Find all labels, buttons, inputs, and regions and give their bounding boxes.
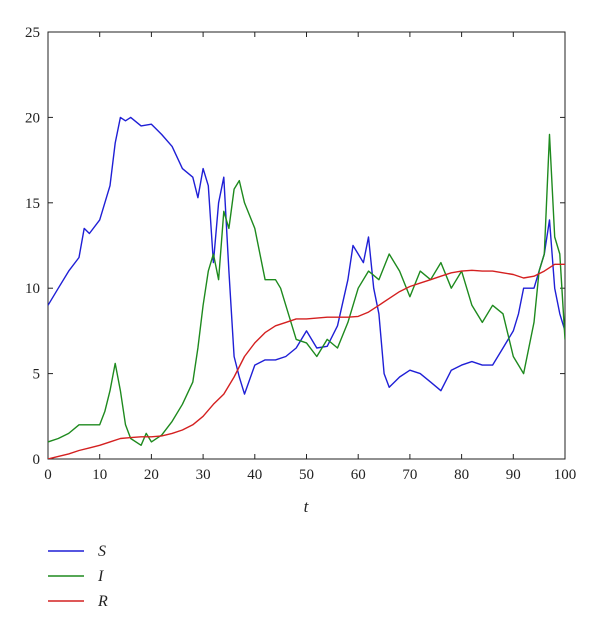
x-tick-labels: 0 10 20 30 40 50 60 70 80 90 100 <box>44 467 576 483</box>
legend-label-S: S <box>98 543 106 560</box>
x-tick-label: 0 <box>44 467 52 483</box>
y-tick-label: 10 <box>25 281 40 297</box>
series-line-I <box>48 133 565 446</box>
series-layer <box>48 116 565 459</box>
legend-label-R: R <box>97 593 108 610</box>
tick-marks <box>47 31 566 460</box>
series-line-R <box>48 263 565 459</box>
x-axis-label: t <box>304 497 310 516</box>
x-tick-label: 70 <box>402 467 417 483</box>
y-tick-label: 5 <box>33 367 41 383</box>
legend-label-I: I <box>97 568 104 585</box>
legend: SIR <box>48 543 108 610</box>
x-tick-label: 50 <box>299 467 314 483</box>
y-tick-label: 0 <box>33 452 41 468</box>
series-line-S <box>48 116 565 395</box>
y-tick-labels: 0 5 10 15 20 25 <box>25 25 40 468</box>
x-tick-label: 10 <box>92 467 107 483</box>
x-tick-label: 60 <box>351 467 366 483</box>
x-tick-label: 30 <box>196 467 211 483</box>
plot-frame <box>47 31 566 460</box>
y-tick-label: 15 <box>25 196 40 212</box>
x-tick-label: 20 <box>144 467 159 483</box>
x-tick-label: 90 <box>506 467 521 483</box>
x-tick-label: 40 <box>247 467 262 483</box>
y-tick-label: 25 <box>25 25 40 41</box>
x-tick-label: 100 <box>554 467 577 483</box>
x-tick-label: 80 <box>454 467 469 483</box>
y-tick-label: 20 <box>25 110 40 126</box>
